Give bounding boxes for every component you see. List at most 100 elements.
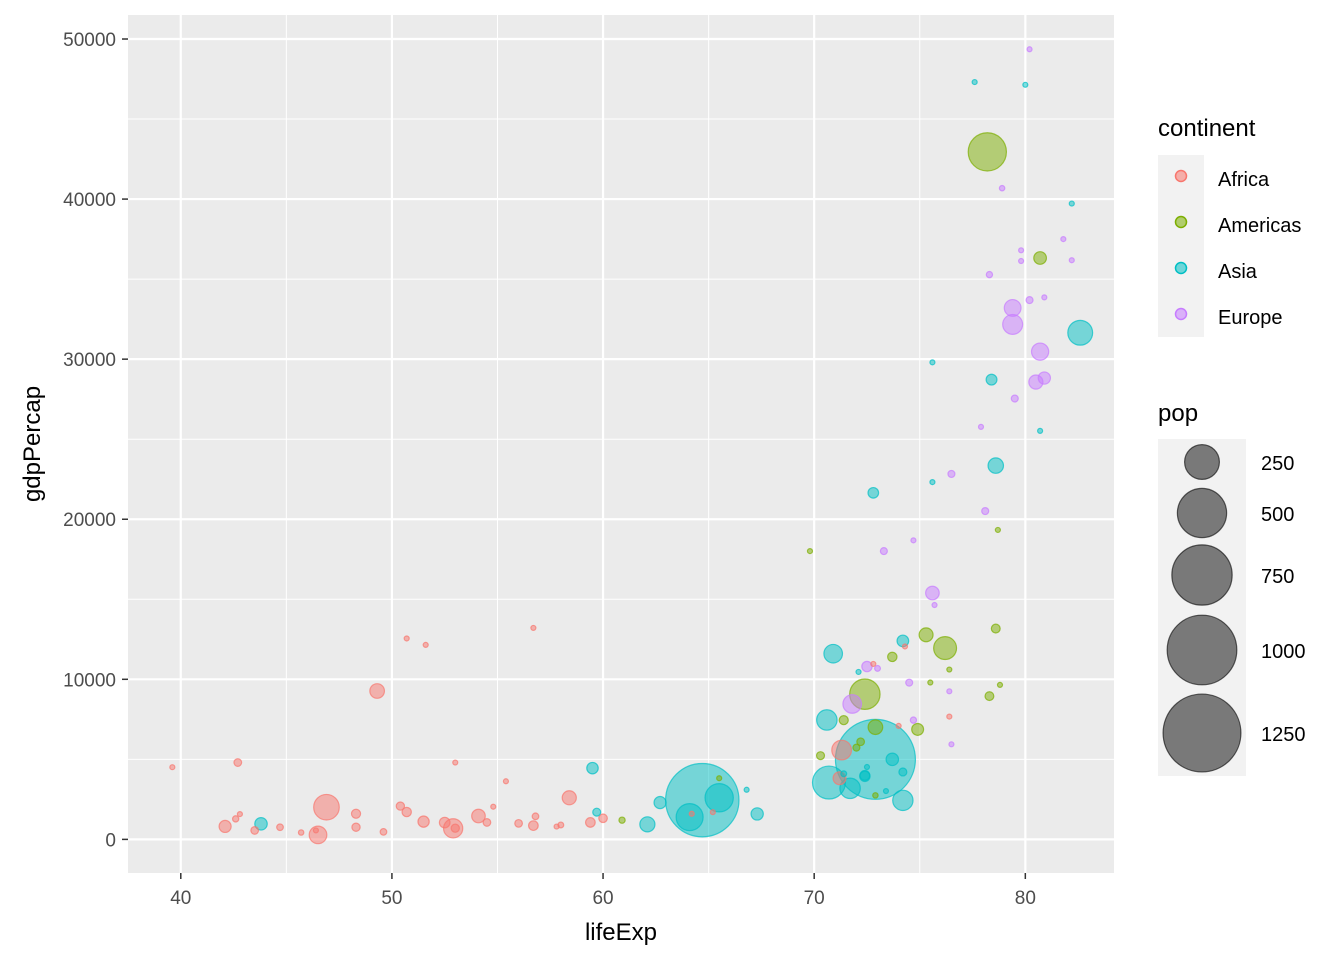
data-point-africa (895, 722, 902, 729)
data-point-americas (990, 623, 1001, 634)
data-point-europe (1010, 394, 1019, 403)
y-tick-label: 30000 (63, 350, 116, 371)
x-tick-label: 70 (804, 888, 825, 909)
data-point-asia (653, 795, 667, 810)
data-point-africa (350, 808, 362, 819)
data-point-americas (996, 681, 1004, 689)
data-point-africa (236, 810, 244, 818)
color-legend: Africa Americas Asia Europe (1174, 169, 1301, 329)
x-tick-label: 50 (381, 888, 402, 909)
data-point-asia (1037, 427, 1044, 434)
data-points (169, 46, 1094, 845)
data-point-africa (401, 806, 412, 818)
size-legend-key (1176, 487, 1228, 539)
data-point-asia (985, 373, 998, 386)
data-point-asia (254, 817, 268, 831)
data-point-europe (905, 678, 914, 687)
data-point-asia (1067, 319, 1094, 346)
y-tick-label: 40000 (63, 190, 116, 211)
size-legend-label: 750 (1261, 566, 1294, 588)
data-point-europe (1060, 236, 1067, 243)
data-point-europe (874, 664, 882, 672)
data-point-asia (750, 807, 764, 821)
data-point-americas (815, 751, 826, 761)
x-tick-label: 80 (1015, 888, 1036, 909)
x-tick-label: 60 (592, 888, 613, 909)
legend-key-asia (1174, 261, 1188, 275)
data-point-americas (994, 526, 1001, 534)
color-legend-key-background (1158, 155, 1204, 337)
panel-background (128, 15, 1114, 873)
data-point-americas (872, 792, 879, 799)
data-point-africa (870, 660, 877, 668)
data-point-europe (925, 585, 940, 601)
data-point-americas (918, 627, 934, 643)
data-point-europe (981, 506, 990, 516)
data-point-africa (561, 790, 577, 806)
data-point-asia (859, 769, 871, 781)
data-point-europe (879, 547, 888, 556)
data-point-europe (1068, 257, 1075, 264)
legend-key-europe (1174, 307, 1188, 321)
data-point-asia (586, 761, 599, 775)
size-legend-title: pop (1158, 400, 1198, 427)
data-point-africa (527, 820, 539, 832)
data-point-americas (716, 775, 723, 782)
data-point-asia (855, 668, 862, 676)
data-point-asia (1068, 200, 1075, 207)
data-point-americas (911, 722, 925, 736)
y-tick-label: 10000 (63, 670, 116, 691)
legend-key-africa (1174, 169, 1188, 183)
data-point-africa (709, 809, 716, 816)
size-legend-label: 1250 (1261, 724, 1306, 746)
y-axis-ticks: 0 10000 20000 30000 40000 50000 (63, 30, 128, 851)
data-point-africa (584, 817, 596, 828)
data-point-africa (471, 808, 486, 824)
x-axis-title: lifeExp (585, 919, 657, 946)
data-point-asia (929, 359, 936, 366)
size-legend-key (1183, 443, 1221, 481)
data-point-africa (218, 819, 232, 834)
data-point-asia (898, 767, 908, 777)
data-point-americas (1033, 251, 1048, 265)
data-point-africa (831, 739, 853, 761)
data-point-europe (931, 601, 938, 609)
data-point-asia (675, 803, 704, 832)
data-point-asia (971, 78, 978, 86)
data-point-europe (1037, 371, 1052, 385)
data-point-asia (867, 486, 880, 499)
data-point-africa (598, 813, 608, 824)
data-point-africa (531, 812, 540, 821)
data-point-europe (1041, 294, 1048, 301)
data-point-americas (618, 816, 626, 824)
size-legend-label: 250 (1261, 453, 1294, 475)
data-point-europe (909, 716, 918, 724)
data-point-europe (948, 741, 955, 748)
data-point-americas (967, 132, 1008, 172)
data-point-africa (276, 823, 284, 832)
data-point-asia (840, 770, 848, 778)
data-point-africa (169, 764, 176, 771)
data-point-europe (1018, 247, 1025, 254)
color-legend-title: continent (1158, 115, 1256, 142)
data-point-americas (838, 714, 849, 726)
data-point-africa (688, 810, 695, 817)
data-point-asia (929, 478, 936, 486)
data-point-asia (816, 709, 838, 731)
x-tick-label: 40 (170, 888, 191, 909)
size-legend-key (1162, 693, 1242, 773)
data-point-africa (379, 827, 388, 836)
data-point-americas (806, 547, 814, 555)
data-point-africa (502, 778, 510, 785)
data-point-africa (452, 759, 459, 766)
data-point-asia (863, 763, 871, 771)
legend-key-americas (1174, 215, 1188, 229)
size-legend-label: 1000 (1261, 641, 1306, 663)
y-tick-label: 50000 (63, 30, 116, 51)
data-point-asia (704, 783, 734, 813)
data-point-africa (297, 829, 305, 836)
data-point-asia (1022, 81, 1029, 88)
data-point-africa (901, 643, 909, 650)
data-point-americas (887, 651, 898, 663)
